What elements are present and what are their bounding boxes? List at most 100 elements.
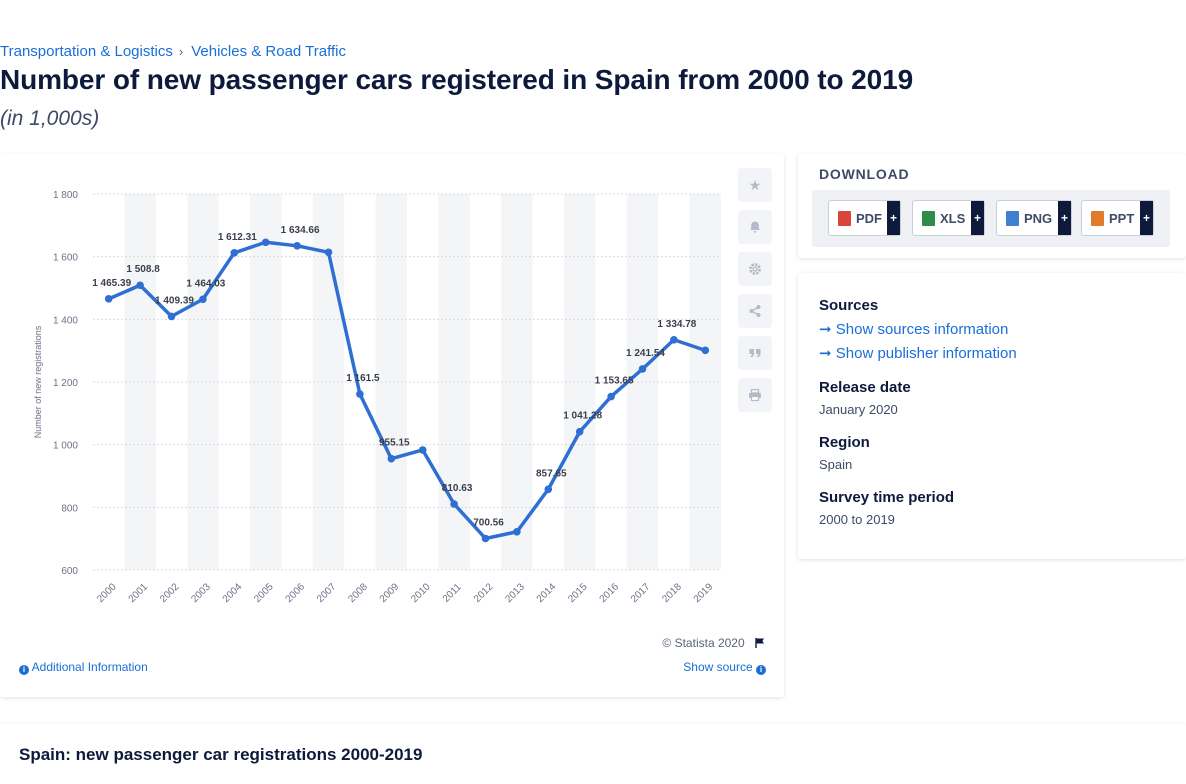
data-label: 955.15 — [379, 438, 410, 449]
chart-toolbar: ★ — [738, 168, 772, 420]
x-tick-label: 2014 — [535, 581, 559, 605]
data-label: 1 508.8 — [126, 264, 160, 275]
data-label: 1 153.65 — [595, 376, 634, 387]
data-point — [136, 281, 144, 290]
flag-icon[interactable] — [754, 637, 766, 652]
gear-icon[interactable] — [738, 252, 772, 286]
data-point — [387, 454, 396, 463]
show-publisher-link[interactable]: ➞ Show publisher information — [819, 344, 1017, 362]
x-tick-label: 2002 — [158, 581, 182, 605]
additional-information-link[interactable]: i Additional Information — [19, 660, 148, 675]
data-point — [199, 295, 207, 304]
download-png-button[interactable]: PNG + — [996, 200, 1072, 236]
arrow-right-icon: ➞ — [819, 345, 832, 362]
line-chart: 600 800 1 000 1 200 1 400 1 600 1 800 Number of… — [33, 190, 721, 605]
plus-icon[interactable]: + — [1058, 201, 1071, 235]
x-tick-label: 2011 — [441, 581, 464, 604]
data-label: 1 612.31 — [218, 232, 257, 243]
breadcrumb-vehicles[interactable]: Vehicles & Road Traffic — [191, 43, 347, 60]
x-tick-label: 2012 — [472, 581, 496, 605]
data-label: 1 409.39 — [155, 295, 194, 306]
y-tick-label: 600 — [61, 566, 78, 577]
series-line — [108, 240, 706, 541]
data-label: 1 241.54 — [626, 348, 665, 359]
breadcrumb: Transportation & Logistics › Vehicles & … — [0, 43, 346, 60]
survey-period-heading: Survey time period — [819, 489, 955, 506]
plus-icon[interactable]: + — [1140, 201, 1153, 235]
region-value: Spain — [819, 457, 853, 472]
arrow-right-icon: ➞ — [819, 321, 832, 338]
print-icon[interactable] — [738, 378, 772, 412]
data-label: 1 334.78 — [657, 319, 696, 330]
release-date-heading: Release date — [819, 379, 911, 396]
y-tick-label: 1 400 — [53, 315, 78, 326]
data-label: 1 465.39 — [92, 278, 131, 289]
data-label: 810.63 — [442, 483, 473, 494]
x-tick-label: 2008 — [346, 581, 370, 605]
data-point — [481, 534, 490, 543]
data-point — [575, 427, 584, 436]
data-label: 1 634.66 — [281, 225, 320, 236]
plus-icon[interactable]: + — [971, 201, 984, 235]
y-axis-label: Number of new registrations — [33, 325, 43, 438]
x-tick-label: 2000 — [95, 581, 119, 605]
info-icon: i — [756, 665, 766, 675]
related-statistic-card: Spain: new passenger car registrations 2… — [0, 724, 1186, 784]
show-source-label: Show source — [683, 660, 753, 674]
download-pdf-label: PDF — [856, 210, 882, 226]
y-tick-label: 1 800 — [53, 190, 78, 201]
region-heading: Region — [819, 434, 870, 451]
png-file-icon — [1006, 210, 1019, 226]
page-title: Number of new passenger cars registered … — [0, 64, 914, 95]
download-xls-button[interactable]: XLS + — [912, 200, 985, 236]
x-tick-label: 2004 — [221, 581, 245, 605]
data-point — [638, 365, 647, 373]
ppt-file-icon — [1091, 210, 1104, 226]
data-point — [293, 242, 301, 250]
x-tick-label: 2005 — [252, 581, 276, 605]
download-xls-label: XLS — [940, 210, 966, 226]
xls-file-icon — [922, 210, 935, 226]
data-point — [104, 295, 113, 303]
download-pdf-button[interactable]: PDF + — [828, 200, 901, 236]
data-label: 700.56 — [473, 517, 504, 528]
data-point — [230, 249, 239, 257]
plus-icon[interactable]: + — [887, 201, 900, 235]
download-png-label: PNG — [1024, 210, 1053, 226]
x-tick-label: 2018 — [660, 581, 684, 605]
related-statistic-title: Spain: new passenger car registrations 2… — [19, 745, 423, 764]
info-icon: i — [19, 665, 29, 675]
breadcrumb-transportation[interactable]: Transportation & Logistics — [0, 43, 173, 60]
x-tick-label: 2017 — [629, 581, 653, 605]
download-card: DOWNLOAD PDF + XLS + PNG + PPT + — [798, 154, 1186, 258]
show-sources-label: Show sources information — [835, 321, 1009, 338]
data-label: 857.65 — [536, 468, 567, 479]
data-point — [701, 346, 710, 355]
download-ppt-button[interactable]: PPT + — [1081, 200, 1154, 236]
quote-icon[interactable] — [738, 336, 772, 370]
download-buttons: PDF + XLS + PNG + PPT + — [812, 190, 1170, 247]
download-title: DOWNLOAD — [819, 166, 910, 182]
copyright: © Statista 2020 — [662, 636, 766, 652]
data-point — [261, 238, 270, 247]
star-icon[interactable]: ★ — [738, 168, 772, 202]
chevron-right-icon: › — [178, 44, 184, 59]
data-point — [324, 248, 333, 257]
x-tick-label: 2013 — [503, 581, 527, 605]
data-point — [544, 485, 553, 494]
x-tick-label: 2007 — [315, 581, 339, 605]
data-point — [450, 500, 458, 508]
x-tick-label: 2006 — [284, 581, 308, 605]
data-point — [607, 392, 615, 401]
show-source-link[interactable]: Show source i — [683, 660, 766, 675]
data-point — [356, 390, 364, 398]
x-tick-label: 2015 — [566, 581, 590, 605]
bell-icon[interactable] — [738, 210, 772, 244]
x-tick-label: 2010 — [409, 581, 433, 605]
data-point — [418, 446, 427, 454]
data-point — [167, 312, 176, 321]
additional-information-label: Additional Information — [31, 660, 148, 674]
x-tick-label: 2009 — [378, 581, 402, 605]
show-sources-link[interactable]: ➞ Show sources information — [819, 320, 1008, 338]
share-icon[interactable] — [738, 294, 772, 328]
